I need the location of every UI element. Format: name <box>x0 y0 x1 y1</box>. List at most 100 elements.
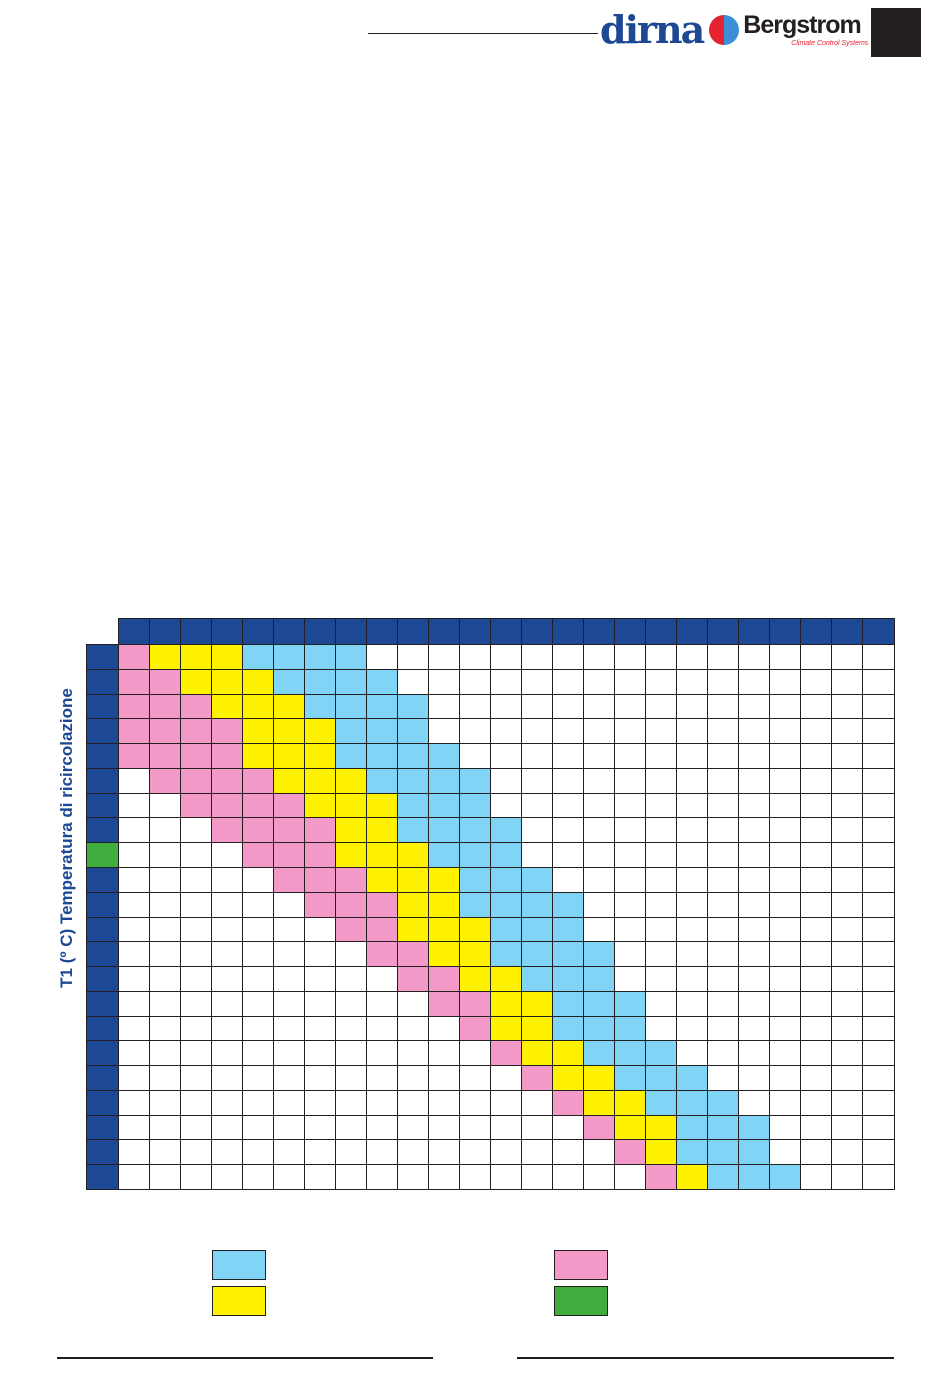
grid-cell <box>397 1164 430 1191</box>
grid-cell <box>552 1139 585 1166</box>
column-header-cell <box>707 618 740 646</box>
grid-cell <box>769 1089 802 1117</box>
grid-cell <box>211 817 244 844</box>
grid-cell <box>459 916 492 943</box>
grid-cell <box>769 668 802 696</box>
grid-cell <box>211 916 244 943</box>
grid-cell <box>645 743 678 770</box>
grid-cell <box>645 668 678 696</box>
grid-cell <box>738 792 771 819</box>
grid-cell <box>397 817 430 844</box>
grid-cell <box>459 817 492 844</box>
grid-cell <box>118 668 151 696</box>
grid-cell <box>583 1139 616 1166</box>
grid-cell <box>335 693 368 720</box>
grid-cell <box>459 1139 492 1166</box>
grid-cell <box>397 990 430 1018</box>
grid-cell <box>521 668 554 696</box>
grid-cell <box>676 743 709 770</box>
column-header-cell <box>428 618 461 646</box>
grid-cell <box>800 1164 833 1191</box>
grid-cell <box>397 842 430 869</box>
grid-cell <box>707 1015 740 1042</box>
grid-cell <box>428 941 461 968</box>
grid-cell <box>800 966 833 993</box>
grid-cell <box>800 767 833 795</box>
grid-cell <box>769 941 802 968</box>
grid-cell <box>149 916 182 943</box>
grid-cell <box>645 916 678 943</box>
grid-cell <box>831 966 864 993</box>
column-header-cell <box>831 618 864 646</box>
grid-cell <box>676 866 709 894</box>
grid-cell <box>459 1065 492 1092</box>
grid-cell <box>242 1065 275 1092</box>
grid-cell <box>366 1015 399 1042</box>
grid-cell <box>738 1065 771 1092</box>
grid-cell <box>831 792 864 819</box>
grid-cell <box>242 767 275 795</box>
grid-cell <box>769 891 802 918</box>
grid-cell <box>521 693 554 720</box>
grid-cell <box>242 1114 275 1141</box>
grid-cell <box>335 891 368 918</box>
grid-cell <box>676 792 709 819</box>
row-header-cell <box>86 1015 120 1042</box>
grid-cell <box>583 990 616 1018</box>
grid-cell <box>149 668 182 696</box>
grid-cell <box>614 817 647 844</box>
grid-cell <box>645 1089 678 1117</box>
temperature-grid <box>86 618 895 1191</box>
column-header-cell <box>304 618 337 646</box>
grid-cell <box>118 941 151 968</box>
grid-cell <box>831 668 864 696</box>
grid-cell <box>769 966 802 993</box>
legend-swatch-pink <box>554 1250 608 1280</box>
grid-cell <box>645 1139 678 1166</box>
grid-cell <box>366 1089 399 1117</box>
grid-cell <box>242 842 275 869</box>
grid-cell <box>645 1164 678 1191</box>
grid-cell <box>490 966 523 993</box>
grid-cell <box>304 644 337 671</box>
grid-cell <box>366 718 399 745</box>
grid-cell <box>273 1139 306 1166</box>
grid-cell <box>149 941 182 968</box>
grid-cell <box>397 743 430 770</box>
grid-cell <box>335 1040 368 1067</box>
grid-cell <box>273 1089 306 1117</box>
logo-dirna-text: dirna <box>600 7 705 52</box>
grid-cell <box>552 866 585 894</box>
grid-cell <box>738 891 771 918</box>
grid-cell <box>335 817 368 844</box>
grid-cell <box>769 842 802 869</box>
grid-cell <box>459 1089 492 1117</box>
grid-cell <box>521 866 554 894</box>
grid-cell <box>366 817 399 844</box>
row-header-cell <box>86 990 120 1018</box>
grid-cell <box>800 1040 833 1067</box>
grid-cell <box>614 1015 647 1042</box>
grid-cell <box>707 1164 740 1191</box>
column-header-cell <box>273 618 306 646</box>
grid-cell <box>676 966 709 993</box>
row-header-cell <box>86 891 120 918</box>
grid-cell <box>614 693 647 720</box>
grid-cell <box>831 1164 864 1191</box>
grid-cell <box>459 891 492 918</box>
grid-cell <box>180 1040 213 1067</box>
grid-cell <box>273 990 306 1018</box>
legend-swatch-light-blue <box>212 1250 266 1280</box>
grid-cell <box>831 866 864 894</box>
column-header-cell <box>180 618 213 646</box>
grid-cell <box>118 1089 151 1117</box>
grid-cell <box>862 668 895 696</box>
grid-cell <box>459 990 492 1018</box>
grid-cell <box>273 1065 306 1092</box>
grid-cell <box>831 1065 864 1092</box>
page-tab-marker <box>871 8 921 57</box>
grid-cell <box>149 693 182 720</box>
grid-cell <box>862 767 895 795</box>
grid-cell <box>180 1065 213 1092</box>
grid-cell <box>521 941 554 968</box>
